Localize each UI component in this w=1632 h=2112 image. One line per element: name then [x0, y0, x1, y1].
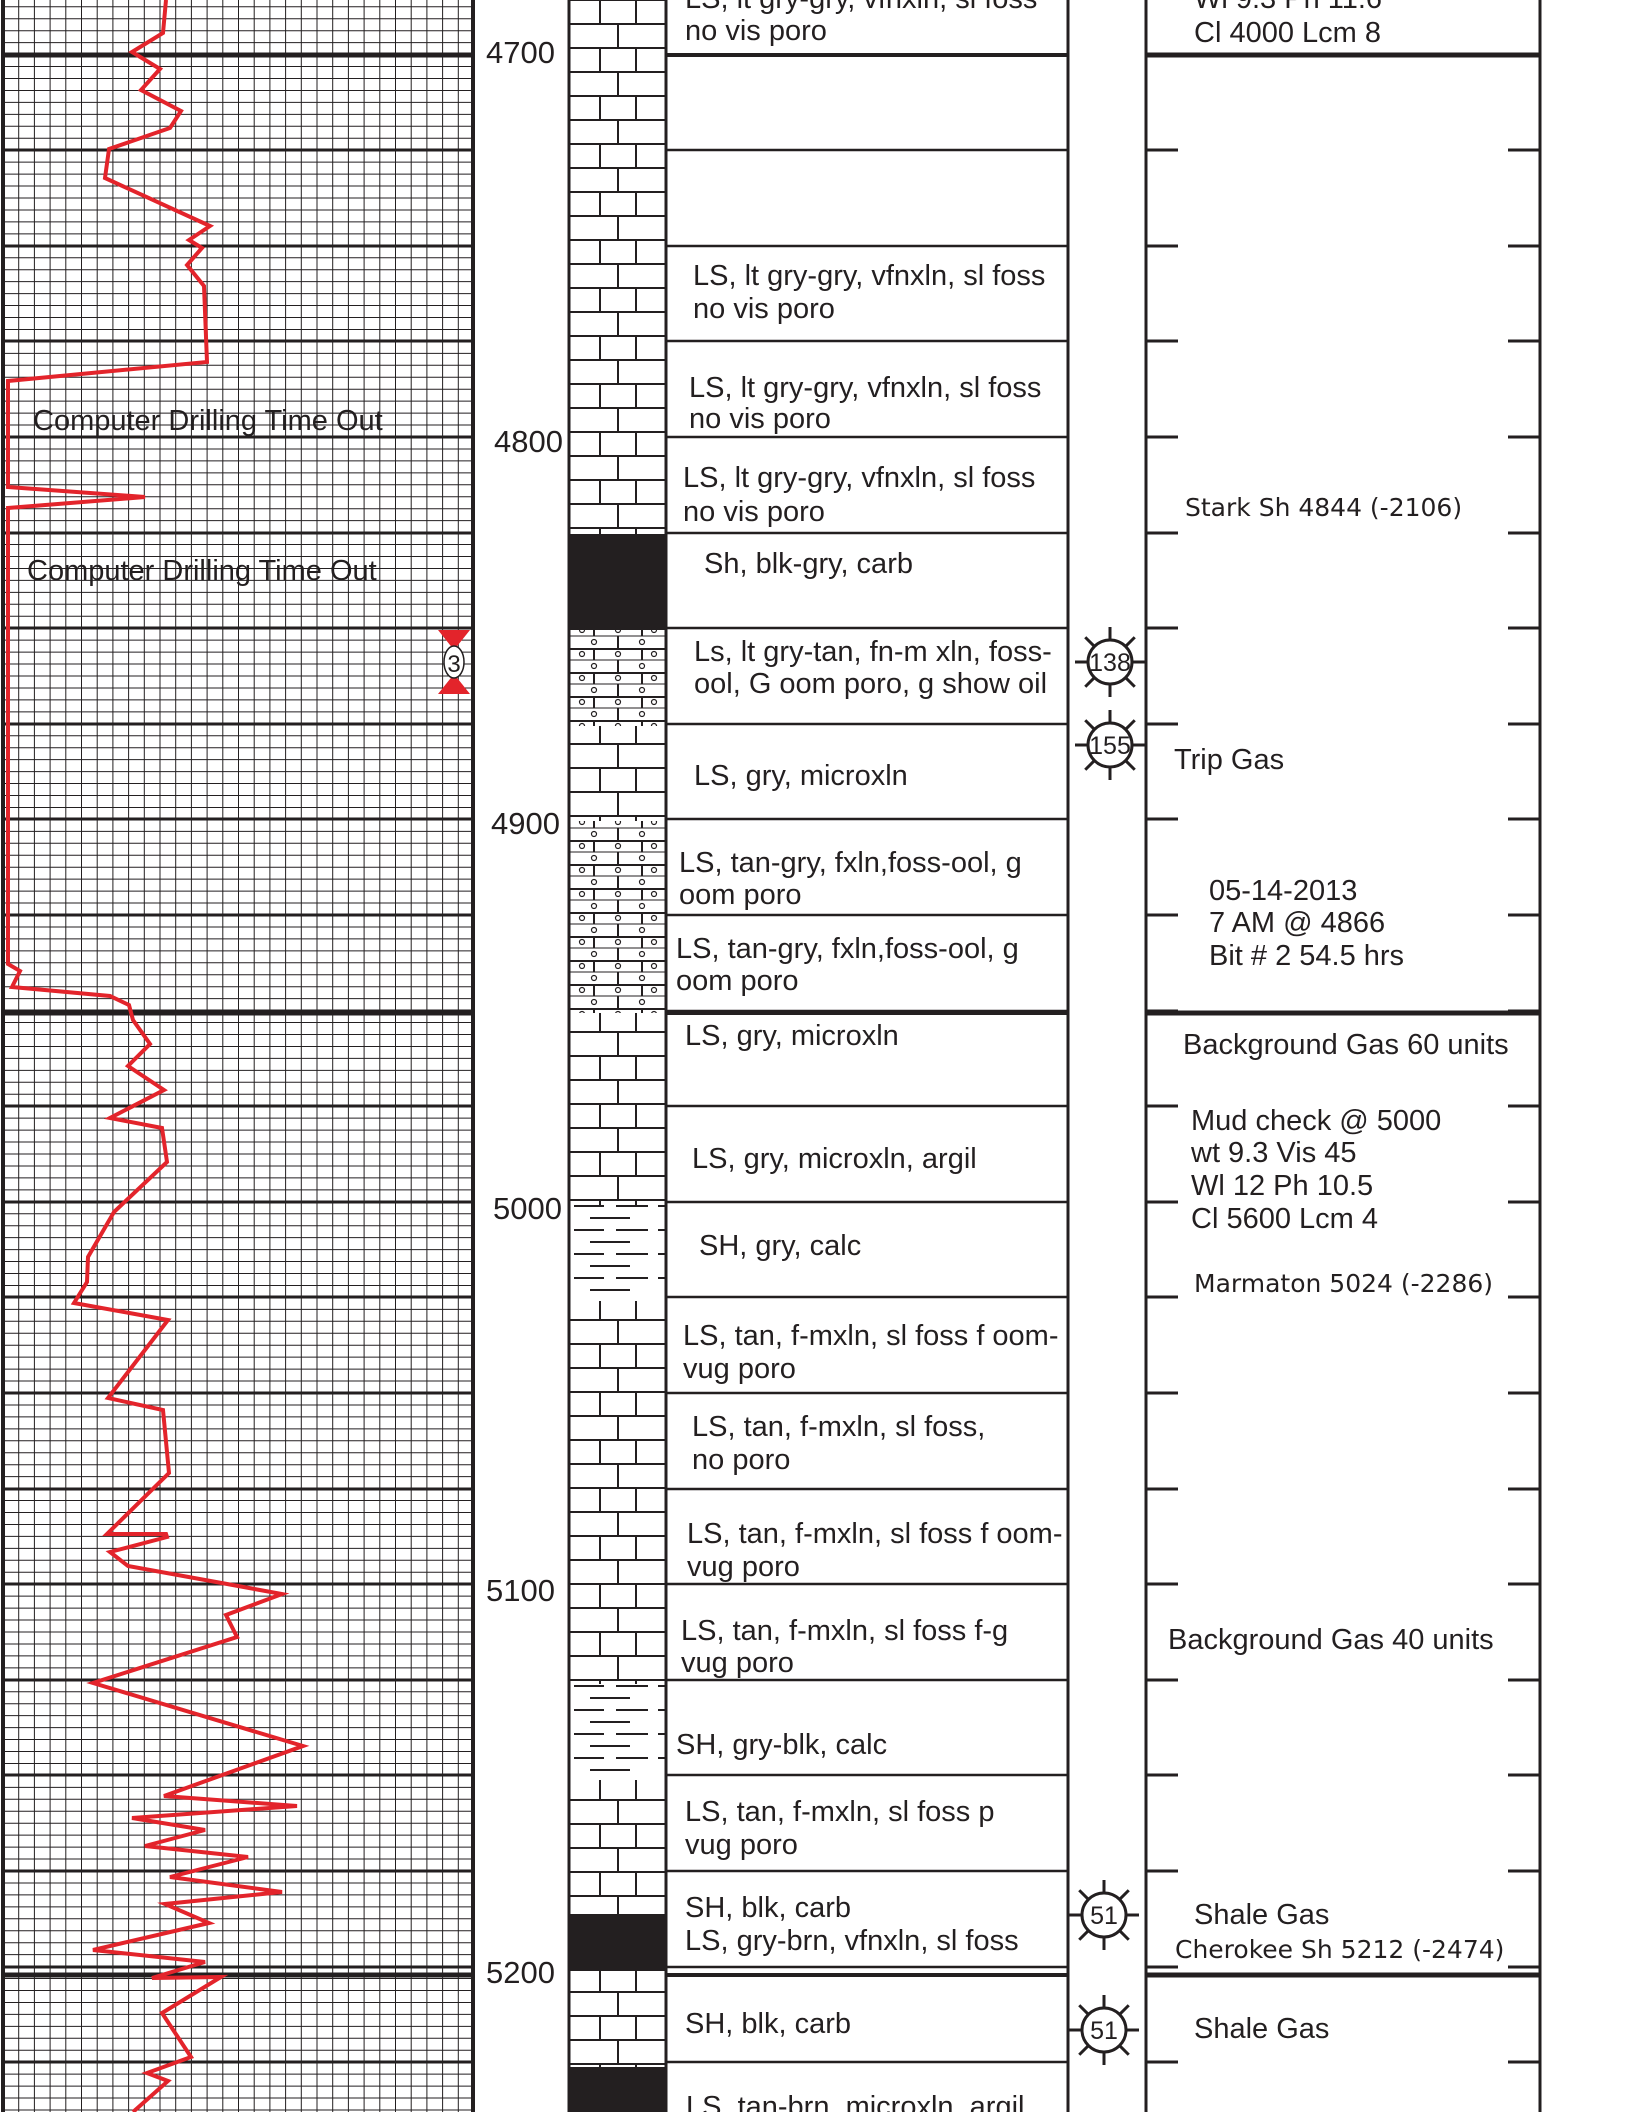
lithology-note: LS, tan, f-mxln, sl foss f-g vug poro: [681, 1615, 1008, 1679]
bit-report: 05-14-2013 7 AM @ 4866 Bit # 2 54.5 hrs: [1209, 875, 1404, 972]
lithology-band: [570, 726, 666, 821]
lithology-band: [570, 1013, 666, 1109]
shale-gas-label: Shale Gas: [1194, 2013, 1329, 2045]
rop-curve: [6, 0, 310, 2112]
lithology-band: [570, 1971, 666, 2067]
lithology-band: [570, 246, 666, 342]
rop-note-1: Computer Drilling Time Out: [33, 405, 383, 437]
lithology-note: LS, tan-gry, fxln,foss-ool, g oom poro: [676, 933, 1019, 997]
lithology-note: LS, gry, microxln, argil: [692, 1143, 977, 1175]
gas-value: 51: [1090, 1902, 1118, 1930]
rop-major-lines: [3, 52, 473, 2064]
drilling-time-track: Computer Drilling Time Out Computer Dril…: [1, 0, 475, 2112]
formation-top-stark: Stark Sh 4844 (-2106): [1185, 493, 1462, 522]
lithology-band: [570, 438, 666, 534]
gas-track: 138 155 51 51: [1066, 0, 1148, 2112]
survey-marker: 3: [438, 630, 470, 694]
lithology-note: LS, tan, f-mxln, sl foss f oom-vug poro: [687, 1518, 1063, 1583]
lithology-bands: [570, 0, 666, 2112]
lithology-band: [570, 821, 666, 917]
lithology-band: [570, 1492, 666, 1588]
depth-label: 4900: [491, 806, 560, 841]
lithology-band: [570, 1396, 666, 1492]
lithology-note: SH, gry-blk, calc: [676, 1729, 887, 1761]
lithology-band: [570, 1684, 666, 1780]
gas-value: 155: [1089, 732, 1131, 760]
depth-label: 4800: [494, 424, 563, 459]
lithology-band: [570, 55, 666, 150]
lithology-band: [570, 1205, 666, 1301]
gas-symbols: 138 155 51 51: [1069, 627, 1145, 2065]
survey-marker-label: 3: [447, 651, 460, 678]
lithology-note: LS, tan-brn, microxln, argil: [686, 2091, 1024, 2112]
depth-label: 4700: [486, 35, 555, 70]
lithology-note: LS, gry, microxln: [685, 1020, 899, 1052]
rop-note-2: Computer Drilling Time Out: [27, 555, 377, 587]
lithology-band: [570, 0, 666, 55]
gas-value: 51: [1090, 2017, 1118, 2045]
lithology-band: [570, 1914, 666, 1971]
lithology-band: [570, 1109, 666, 1205]
depth-label: 5000: [493, 1191, 562, 1226]
gas-show-icon: 51: [1069, 1995, 1139, 2065]
shale-gas-label: Shale Gas: [1194, 1899, 1329, 1931]
lithology-note: Ls, lt gry-tan, fn-m xln, foss-ool, G oo…: [694, 636, 1052, 700]
lithology-note: LS, tan, f-mxln, sl foss p vug poro: [685, 1796, 994, 1861]
formation-top-cherokee: Cherokee Sh 5212 (-2474): [1175, 1935, 1504, 1964]
mud-check-5000: Mud check @ 5000 wt 9.3 Vis 45 Wl 12 Ph 10…: [1190, 1105, 1441, 1235]
depth-label: 5200: [486, 1955, 555, 1990]
description-dividers: [666, 53, 1068, 2064]
lithology-band: [570, 1588, 666, 1684]
lithology-column: [567, 0, 668, 2112]
lithology-band: [570, 1875, 666, 1914]
lithology-note: SH, blk, carb: [685, 2008, 851, 2040]
lithology-note: LS, tan-gry, fxln,foss-ool, g oom poro: [679, 847, 1022, 911]
lithology-note: LS, tan, f-mxln, sl foss, no poro: [692, 1411, 985, 1476]
depth-label: 5100: [486, 1573, 555, 1608]
formation-top-marmaton: Marmaton 5024 (-2286): [1194, 1269, 1493, 1298]
depth-track: 4700 4800 4900 5000 5100 5200: [486, 35, 563, 1990]
rop-grid: [2, 0, 473, 2112]
lithology-band: [570, 342, 666, 438]
lithology-note: LS, gry, microxln: [694, 760, 908, 792]
lithology-band: [570, 917, 666, 1013]
remarks-column: Wl 9.3 Ph 11.6Cl 4000 Lcm 8 Stark Sh 484…: [1144, 0, 1542, 2112]
lithology-note: LS, tan, f-mxln, sl foss f oom-vug poro: [683, 1320, 1059, 1385]
lithology-band: [570, 534, 666, 630]
lithology-note: SH, blk, carb LS, gry-brn, vfnxln, sl fos…: [685, 1892, 1019, 1957]
lithology-note: SH, gry, calc: [699, 1230, 861, 1262]
mud-check-top: Wl 9.3 Ph 11.6Cl 4000 Lcm 8: [1194, 0, 1382, 49]
gas-show-icon: 51: [1069, 1880, 1139, 1950]
trip-gas-label: Trip Gas: [1174, 744, 1284, 776]
background-gas-60: Background Gas 60 units: [1183, 1029, 1509, 1061]
remarks-ticks: [1146, 52, 1540, 2064]
lithology-band: [570, 1301, 666, 1396]
gas-show-icon: 138: [1075, 627, 1145, 697]
lithology-band: [570, 630, 666, 726]
background-gas-40: Background Gas 40 units: [1168, 1624, 1494, 1656]
lithology-band: [570, 2067, 666, 2112]
gas-value: 138: [1089, 649, 1131, 677]
lithology-band: [570, 1780, 666, 1875]
gas-show-icon: 155: [1075, 710, 1145, 780]
lithology-note: Sh, blk-gry, carb: [704, 548, 913, 580]
lithology-band: [570, 150, 666, 246]
